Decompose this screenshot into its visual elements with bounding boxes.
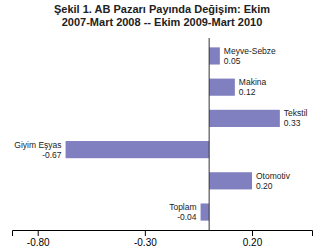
x-tick: -0.80 (27, 230, 50, 248)
bars (66, 47, 280, 220)
x-axis: -0.80 -0.30 0.20 (13, 230, 313, 248)
chart: Şekil 1. AB Pazarı Payında Değişim: Ekim… (0, 0, 324, 252)
category-label: Meyve-Sebze (224, 46, 276, 56)
bar (66, 141, 210, 158)
labels: Meyve-Sebze0.05 Makina0.12 Tekstil0.33 Giyi… (14, 46, 307, 222)
x-tick-label: -0.30 (134, 237, 157, 248)
bar (201, 203, 210, 220)
x-tick-label: 0.20 (243, 237, 263, 248)
x-axis-line (13, 231, 313, 237)
x-tick-label: -0.80 (27, 237, 50, 248)
x-tick: 0.20 (243, 230, 263, 248)
bar (209, 110, 280, 127)
x-tick-mark (145, 230, 146, 236)
bar (209, 172, 252, 189)
plot: -0.80 -0.30 0.20 Meyve-Sebze0.05 Makina0.12 T… (13, 38, 313, 248)
x-tick: -0.30 (134, 230, 157, 248)
bar (209, 79, 235, 96)
x-tick-mark (252, 230, 253, 236)
data-label: 0.33 (284, 118, 301, 128)
category-label: Toplam (169, 202, 196, 212)
title-line: 2007-Mart 2008 -- Ekim 2009-Mart 2010 (62, 16, 263, 28)
data-label: 0.12 (239, 87, 256, 97)
zero-line (209, 38, 210, 230)
category-label: Tekstil (284, 108, 308, 118)
bar (209, 47, 220, 64)
category-label: Giyim Eşyas (14, 140, 61, 150)
title-line: Şekil 1. AB Pazarı Payında Değişim: Ekim (54, 3, 270, 15)
title: Şekil 1. AB Pazarı Payında Değişim: Ekim… (54, 3, 270, 28)
category-label: Otomotiv (256, 171, 291, 181)
category-label: Makina (239, 77, 267, 87)
data-label: 0.05 (224, 56, 241, 66)
data-label: -0.04 (177, 212, 197, 222)
data-label: 0.20 (256, 181, 273, 191)
data-label: -0.67 (42, 150, 62, 160)
x-tick-mark (38, 230, 39, 236)
